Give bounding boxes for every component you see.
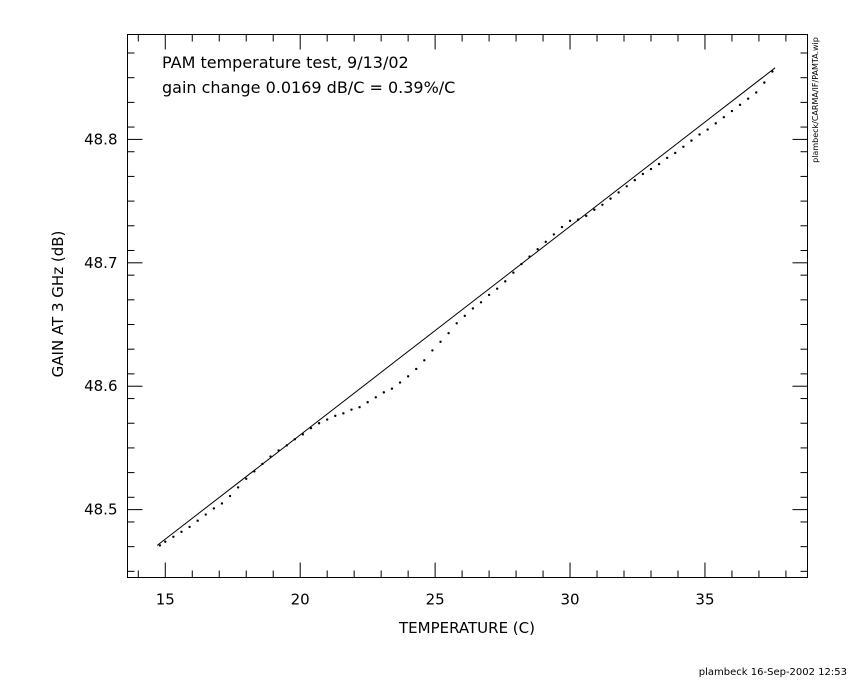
y-tick-label: 48.6	[84, 377, 117, 395]
data-point	[528, 255, 531, 258]
data-point	[714, 122, 717, 125]
data-point	[317, 422, 321, 425]
chart-title-line-2: gain change 0.0169 dB/C = 0.39%/C	[162, 78, 455, 97]
data-point	[309, 426, 313, 430]
data-point	[390, 387, 394, 390]
data-point	[698, 133, 701, 136]
data-point	[261, 462, 264, 466]
y-tick-label: 48.5	[84, 501, 117, 519]
data-point	[520, 262, 523, 266]
footer-stamp: plambeck 16-Sep-2002 12:53	[699, 667, 847, 678]
data-point	[617, 191, 620, 194]
data-point	[164, 540, 167, 543]
data-point	[682, 145, 685, 149]
data-point	[625, 185, 628, 188]
fit-line	[156, 67, 776, 546]
data-point	[536, 248, 539, 251]
axis-ticks	[127, 34, 808, 578]
data-point	[423, 359, 426, 362]
data-point	[253, 470, 256, 473]
data-point	[755, 91, 758, 94]
data-point	[212, 507, 216, 510]
data-point	[552, 233, 556, 236]
data-point	[690, 139, 693, 142]
data-point	[342, 412, 345, 415]
data-point	[277, 449, 280, 452]
data-point	[196, 519, 199, 522]
data-point	[593, 208, 596, 211]
data-point	[585, 214, 588, 218]
data-point	[544, 240, 547, 244]
data-points	[158, 70, 774, 547]
data-point	[366, 401, 369, 404]
x-tick-label: 25	[426, 591, 445, 609]
data-point	[334, 414, 337, 418]
y-tick-label: 48.7	[84, 254, 117, 272]
data-point	[504, 280, 507, 283]
data-point	[398, 381, 402, 384]
data-point	[512, 271, 515, 274]
data-point	[609, 197, 612, 200]
chart-title-line-1: PAM temperature test, 9/13/02	[162, 53, 409, 72]
data-point	[665, 156, 669, 160]
data-point	[495, 287, 499, 290]
data-point	[674, 151, 677, 155]
data-point	[463, 314, 467, 318]
data-point	[188, 525, 191, 529]
y-axis-label: GAIN AT 3 GHz (dB)	[49, 231, 67, 378]
data-point	[269, 455, 272, 458]
data-point	[657, 162, 661, 166]
data-point	[204, 513, 207, 516]
data-point	[220, 502, 224, 505]
x-axis-label: TEMPERATURE (C)	[398, 619, 535, 637]
data-point	[236, 486, 240, 489]
data-point	[447, 331, 450, 335]
data-point	[180, 530, 183, 534]
data-point	[245, 477, 248, 480]
plot-file-path: plambeck/CARMA/IF/PAMTA.wip	[811, 37, 820, 163]
data-point	[471, 307, 475, 310]
data-point	[722, 115, 726, 119]
data-point	[487, 293, 491, 297]
data-point	[350, 408, 353, 411]
axis-tick-labels: 15 20 25 30 35 48.5 48.6 48.7 48.8	[84, 130, 714, 608]
data-point	[633, 178, 637, 182]
data-point	[158, 544, 162, 547]
data-point	[746, 97, 750, 100]
data-point	[415, 367, 418, 371]
x-tick-label: 35	[695, 591, 714, 609]
data-point	[358, 405, 361, 409]
data-point	[560, 225, 564, 229]
data-point	[374, 396, 377, 399]
data-point	[649, 167, 653, 171]
data-point	[730, 109, 734, 113]
x-tick-label: 20	[291, 591, 310, 609]
data-point	[431, 349, 434, 352]
data-point	[576, 218, 580, 221]
data-point	[406, 375, 410, 378]
data-point	[738, 103, 742, 107]
data-point	[568, 219, 572, 223]
data-point	[301, 433, 305, 436]
data-point	[763, 81, 766, 84]
plot-frame	[127, 34, 808, 578]
y-tick-label: 48.8	[84, 130, 117, 148]
data-point	[479, 301, 483, 304]
data-point	[601, 203, 604, 207]
data-point	[455, 322, 458, 325]
data-point	[325, 418, 329, 421]
data-point	[172, 535, 175, 538]
data-point	[285, 444, 288, 447]
data-point	[641, 172, 645, 176]
data-point	[771, 70, 774, 73]
data-point	[228, 494, 232, 498]
x-tick-label: 15	[156, 591, 175, 609]
data-point	[706, 128, 709, 131]
data-point	[293, 438, 297, 441]
data-point	[382, 391, 386, 394]
x-tick-label: 30	[560, 591, 579, 609]
data-point	[439, 340, 442, 343]
